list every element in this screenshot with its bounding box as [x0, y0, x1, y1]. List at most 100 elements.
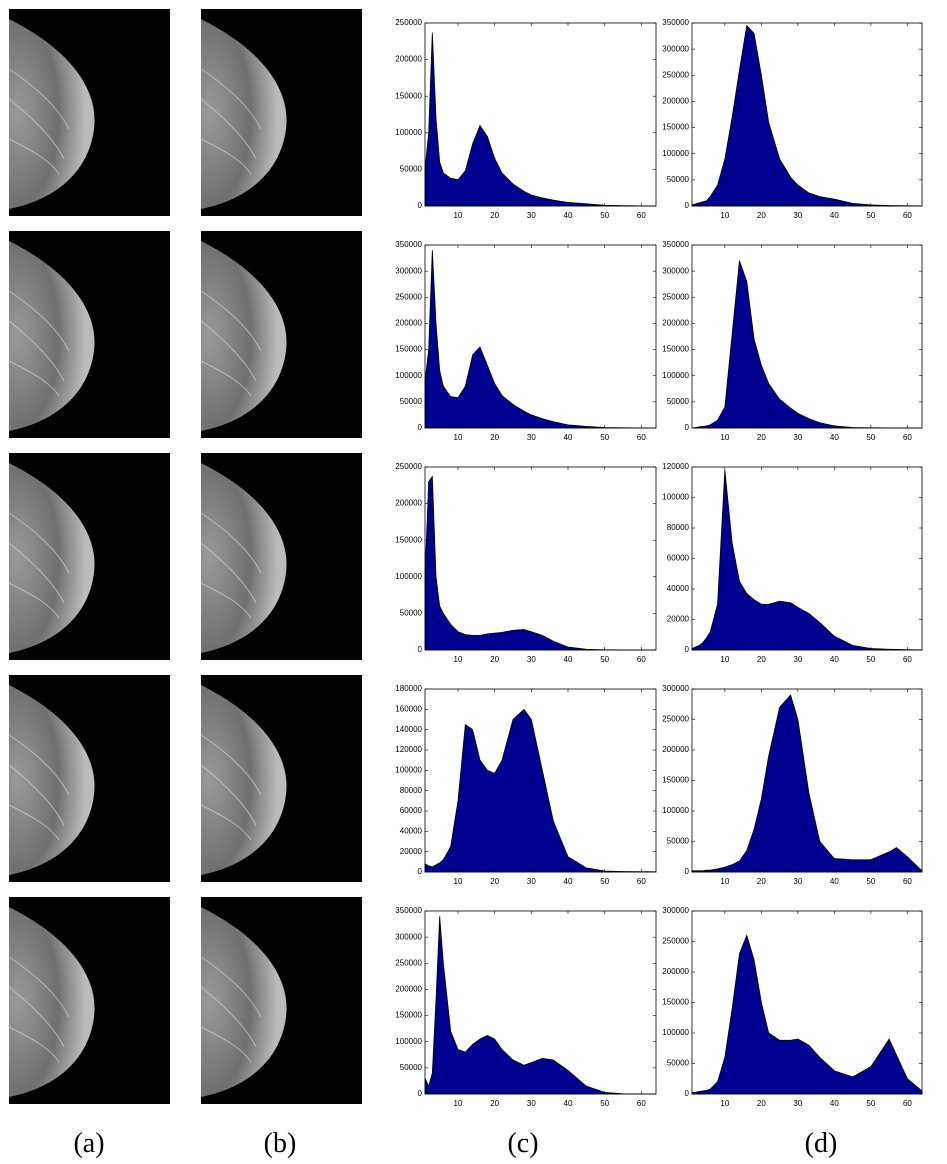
x-tick-label: 50 [600, 1099, 609, 1108]
x-tick-label: 40 [564, 211, 573, 220]
y-tick-label: 150000 [395, 345, 422, 354]
y-tick-label: 100000 [662, 371, 689, 380]
y-tick-label: 250000 [395, 958, 422, 967]
plot-frame [691, 244, 923, 429]
histogram: 0 50000 100000 150000 200000 250000 300000 3500… [662, 18, 923, 220]
y-tick-label: 180000 [395, 684, 422, 693]
x-tick-label: 60 [637, 877, 646, 886]
y-tick-label: 0 [685, 645, 690, 654]
x-tick-label: 30 [793, 655, 802, 664]
x-tick-label: 20 [757, 211, 766, 220]
area [424, 708, 657, 873]
x-tick-label: 10 [720, 433, 729, 442]
y-tick-label: 250000 [662, 70, 689, 79]
mammogram [8, 230, 171, 439]
y-tick-label: 300000 [662, 44, 689, 53]
histogram: 0 50000 100000 150000 200000 250000 300000 3500… [395, 240, 657, 442]
x-tick-label: 10 [720, 877, 729, 886]
x-tick-label: 50 [866, 655, 875, 664]
y-tick-label: 100000 [395, 371, 422, 380]
plot-frame [424, 244, 657, 429]
plot-frame [424, 22, 657, 207]
y-tick-label: 300000 [395, 266, 422, 275]
x-tick-label: 60 [637, 655, 646, 664]
x-tick-label: 60 [637, 211, 646, 220]
y-tick-label: 250000 [662, 937, 689, 946]
x-tick-label: 40 [564, 877, 573, 886]
y-tick-label: 100000 [662, 493, 689, 502]
y-tick-label: 150000 [662, 776, 689, 785]
x-tick-label: 60 [637, 433, 646, 442]
x-tick-label: 50 [600, 877, 609, 886]
y-tick-label: 50000 [667, 1059, 690, 1068]
y-tick-label: 0 [418, 645, 423, 654]
plot-frame [424, 688, 657, 873]
histogram: 0 50000 100000 150000 200000 250000 10 20 30 40 50… [395, 18, 657, 220]
x-tick-label: 50 [600, 211, 609, 220]
y-tick-label: 0 [418, 423, 423, 432]
y-tick-label: 250000 [395, 18, 422, 27]
x-tick-label: 50 [866, 433, 875, 442]
y-tick-label: 20000 [400, 847, 423, 856]
y-tick-label: 150000 [395, 535, 422, 544]
y-tick-label: 200000 [662, 97, 689, 106]
y-tick-label: 40000 [667, 584, 690, 593]
histogram: 0 50000 100000 150000 200000 250000 300000 10 20… [662, 684, 923, 886]
y-tick-label: 100000 [395, 128, 422, 137]
mammogram [200, 896, 363, 1105]
x-tick-label: 60 [637, 1099, 646, 1108]
y-tick-label: 0 [685, 867, 690, 876]
mammogram [8, 896, 171, 1105]
plot-frame [424, 466, 657, 651]
panel-label: (b) [264, 1128, 297, 1159]
y-tick-label: 80000 [667, 523, 690, 532]
x-tick-label: 10 [720, 655, 729, 664]
x-tick-label: 30 [527, 433, 536, 442]
histogram: 0 50000 100000 150000 200000 250000 300000 3500… [662, 240, 923, 442]
x-tick-label: 20 [757, 1099, 766, 1108]
y-tick-label: 100000 [395, 1037, 422, 1046]
y-tick-label: 200000 [662, 745, 689, 754]
x-tick-label: 20 [490, 211, 499, 220]
y-tick-label: 250000 [395, 462, 422, 471]
mammogram [8, 674, 171, 883]
y-tick-label: 50000 [667, 397, 690, 406]
area [424, 250, 657, 429]
area [691, 934, 923, 1095]
y-tick-label: 0 [418, 867, 423, 876]
x-tick-label: 20 [757, 433, 766, 442]
images [8, 8, 363, 1105]
y-tick-label: 350000 [662, 240, 689, 249]
x-tick-label: 40 [564, 1099, 573, 1108]
plot-frame [424, 910, 657, 1095]
x-tick-label: 10 [454, 877, 463, 886]
y-tick-label: 20000 [667, 615, 690, 624]
y-tick-label: 250000 [395, 292, 422, 301]
mammogram [200, 230, 363, 439]
x-tick-label: 50 [600, 655, 609, 664]
area [424, 475, 657, 651]
area [691, 260, 923, 429]
histogram: 0 20000 40000 60000 80000 100000 120000 140000 1… [395, 684, 657, 886]
histogram: 0 50000 100000 150000 200000 250000 10 20 30 40 50… [395, 462, 657, 664]
x-tick-label: 10 [454, 433, 463, 442]
x-tick-label: 30 [527, 211, 536, 220]
x-tick-label: 40 [830, 1099, 839, 1108]
y-tick-label: 300000 [395, 932, 422, 941]
y-tick-label: 100000 [662, 149, 689, 158]
y-tick-label: 250000 [662, 292, 689, 301]
x-tick-label: 10 [720, 211, 729, 220]
y-tick-label: 350000 [395, 906, 422, 915]
mammogram [8, 8, 171, 217]
y-tick-label: 50000 [400, 1063, 423, 1072]
y-tick-label: 200000 [662, 967, 689, 976]
area [691, 470, 923, 651]
panel-label: (c) [507, 1128, 538, 1159]
area [691, 24, 923, 207]
x-tick-label: 60 [903, 877, 912, 886]
y-tick-label: 200000 [662, 319, 689, 328]
y-tick-label: 300000 [662, 906, 689, 915]
x-tick-label: 10 [454, 655, 463, 664]
y-tick-label: 200000 [395, 499, 422, 508]
panel-label: (d) [805, 1128, 838, 1159]
